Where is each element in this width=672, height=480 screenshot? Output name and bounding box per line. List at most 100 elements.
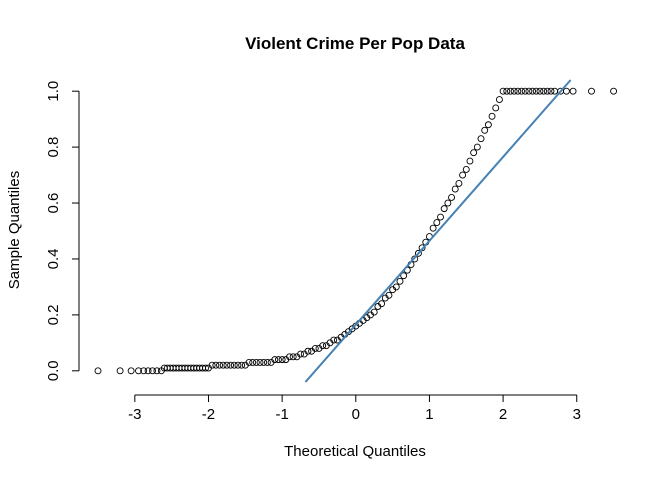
data-point xyxy=(492,104,500,112)
y-axis-label: Sample Quantiles xyxy=(6,171,23,289)
data-point xyxy=(418,244,426,252)
data-point xyxy=(540,87,548,95)
data-point xyxy=(378,300,386,308)
data-point xyxy=(459,171,467,179)
x-tick-label: -2 xyxy=(202,406,215,423)
data-point xyxy=(238,361,246,369)
data-point xyxy=(271,356,279,364)
data-point xyxy=(400,272,408,280)
data-point xyxy=(94,367,102,375)
data-point xyxy=(588,87,595,95)
x-tick-label: -1 xyxy=(275,406,288,423)
data-point xyxy=(392,283,400,291)
data-point xyxy=(304,347,312,355)
data-point xyxy=(286,353,293,361)
y-tick-label: 1.0 xyxy=(45,81,62,102)
data-point xyxy=(256,358,264,366)
x-tick-label: 1 xyxy=(425,406,433,423)
data-point xyxy=(547,87,555,95)
data-point xyxy=(260,358,268,366)
data-point xyxy=(127,367,135,375)
data-point xyxy=(518,87,525,95)
data-point xyxy=(521,87,529,95)
x-axis-label: Theoretical Quantiles xyxy=(284,443,426,460)
data-point xyxy=(536,87,544,95)
data-point xyxy=(462,166,470,173)
data-point xyxy=(234,361,242,369)
data-point xyxy=(569,87,577,95)
data-point xyxy=(212,361,220,369)
data-point xyxy=(263,358,271,366)
data-point xyxy=(451,185,459,193)
data-point xyxy=(140,367,148,375)
data-point xyxy=(499,87,507,95)
y-tick-label: 0.0 xyxy=(45,360,62,381)
data-point xyxy=(444,199,452,207)
x-tick-label: -3 xyxy=(128,406,141,423)
data-point xyxy=(466,157,474,165)
data-point xyxy=(532,87,540,95)
data-point xyxy=(227,361,235,369)
data-point xyxy=(551,87,559,95)
data-point xyxy=(525,87,533,95)
y-tick-label: 0.6 xyxy=(45,193,62,214)
data-point xyxy=(216,361,223,369)
chart-title: Violent Crime Per Pop Data xyxy=(245,34,465,53)
data-point xyxy=(116,367,124,375)
data-point xyxy=(514,87,522,95)
data-point xyxy=(385,291,393,299)
y-tick-label: 0.2 xyxy=(45,304,62,325)
data-point xyxy=(249,358,257,366)
data-point xyxy=(370,308,378,316)
data-point xyxy=(149,367,156,375)
x-tick-label: 0 xyxy=(352,406,360,423)
data-point xyxy=(473,143,481,151)
data-point xyxy=(507,87,514,95)
data-point xyxy=(245,358,253,366)
data-point xyxy=(455,180,463,187)
data-point xyxy=(275,356,282,364)
data-point xyxy=(411,255,419,263)
reference-line xyxy=(304,79,572,383)
data-point xyxy=(610,87,618,95)
data-point xyxy=(230,361,238,369)
data-point xyxy=(562,87,570,95)
points-layer xyxy=(94,87,618,375)
data-point xyxy=(510,87,518,95)
data-point xyxy=(219,361,227,369)
data-point xyxy=(153,367,161,375)
x-axis: -3 -2 -1 0 1 2 3 xyxy=(128,394,581,423)
data-point xyxy=(484,121,492,129)
data-point xyxy=(396,277,404,285)
data-point xyxy=(543,87,551,95)
data-point xyxy=(319,342,327,350)
x-tick-label: 3 xyxy=(573,406,581,423)
data-point xyxy=(289,353,297,361)
data-point xyxy=(448,193,455,201)
data-point xyxy=(481,126,489,134)
data-point xyxy=(135,367,142,375)
y-tick-label: 0.8 xyxy=(45,137,62,158)
data-point xyxy=(470,149,478,157)
data-point xyxy=(208,361,216,369)
data-point xyxy=(495,96,503,104)
data-point xyxy=(477,135,485,143)
data-point xyxy=(330,336,338,344)
data-point xyxy=(488,112,496,120)
data-point xyxy=(437,213,444,221)
data-point xyxy=(433,219,441,227)
data-point xyxy=(429,224,437,232)
data-point xyxy=(311,344,319,352)
data-point xyxy=(278,356,286,364)
data-point xyxy=(202,364,209,372)
y-tick-label: 0.4 xyxy=(45,249,62,270)
x-tick-label: 2 xyxy=(499,406,507,423)
data-point xyxy=(144,367,152,375)
data-point xyxy=(440,205,448,213)
data-point xyxy=(297,350,305,358)
data-point xyxy=(223,361,231,369)
y-axis: 0.0 0.2 0.4 0.6 0.8 1.0 xyxy=(45,81,80,381)
data-point xyxy=(503,87,511,95)
data-point xyxy=(529,87,537,95)
